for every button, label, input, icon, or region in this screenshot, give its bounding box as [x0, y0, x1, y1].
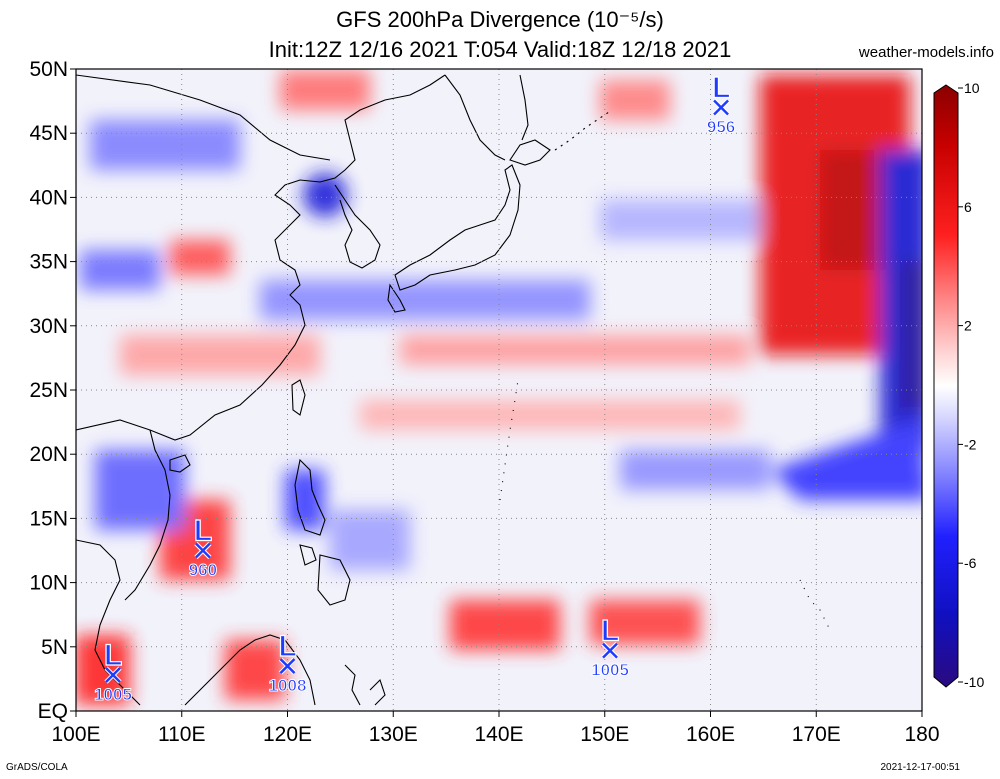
longitude-axis: 100E 110E 120E 130E 140E 150E 160E 170E 180	[51, 711, 940, 746]
storm-marker: L 956	[706, 71, 735, 137]
footer-left: GrADS/COLA	[6, 762, 68, 773]
latitude-axis: 50N 45N 40N 35N 30N 25N 20N 15N 10N 5N EQ	[29, 58, 76, 723]
storm-marker: L 1005	[591, 614, 630, 680]
colorbar-tick-label: 6	[964, 199, 972, 215]
colorbar-tick-label: -10	[964, 674, 984, 690]
storm-marker: L 1008	[268, 629, 307, 695]
chart-title-line1: GFS 200hPa Divergence (10⁻⁵/s)	[336, 7, 664, 32]
lon-tick-label: 170E	[792, 723, 841, 746]
lat-lon-grid	[76, 69, 922, 711]
lat-tick-label: 10N	[29, 572, 68, 595]
coastlines	[76, 74, 831, 706]
storm-pressure-label: 956	[707, 118, 735, 137]
colorbar-labels: 10 6 2 -2 -6 -10	[958, 80, 984, 690]
chart-title-line2: Init:12Z 12/16 2021 T:054 Valid:18Z 12/1…	[268, 37, 732, 62]
storm-low-letter: L	[194, 515, 212, 548]
credit-text: weather-models.info	[858, 44, 994, 61]
storm-center-icon	[105, 667, 121, 683]
colorbar-bar	[933, 84, 959, 688]
storm-markers: L 956 L 960 L 1008 L 1005 L 1005	[94, 71, 736, 705]
lat-tick-label: EQ	[38, 700, 68, 723]
lon-tick-label: 140E	[474, 723, 523, 746]
colorbar-tick-label: -2	[964, 436, 977, 452]
storm-low-letter: L	[601, 615, 619, 648]
lat-tick-label: 35N	[29, 251, 68, 274]
lat-tick-label: 20N	[29, 443, 68, 466]
lon-tick-label: 150E	[580, 723, 629, 746]
storm-marker: L 1005	[94, 638, 133, 704]
lon-tick-label: 130E	[369, 723, 418, 746]
storm-pressure-label: 1008	[269, 676, 307, 695]
lat-tick-label: 30N	[29, 315, 68, 338]
storm-center-icon	[602, 642, 618, 659]
footer-right: 2021-12-17-00:51	[880, 762, 960, 773]
lat-tick-label: 50N	[29, 58, 68, 81]
storm-center-icon	[713, 99, 729, 116]
lon-tick-label: 110E	[158, 723, 206, 746]
colorbar: 10 6 2 -2 -6 -10	[933, 80, 984, 690]
storm-center-icon	[195, 542, 211, 559]
storm-center-icon	[279, 658, 296, 674]
colorbar-tick-label: -6	[964, 555, 977, 571]
lon-tick-label: 180	[904, 723, 939, 746]
lon-tick-label: 120E	[263, 723, 312, 746]
storm-pressure-label: 960	[189, 561, 217, 580]
colorbar-tick-label: 10	[964, 80, 980, 96]
lon-tick-label: 160E	[686, 723, 735, 746]
lat-tick-label: 5N	[41, 636, 68, 659]
colorbar-tick-label: 2	[964, 318, 972, 334]
lon-tick-label: 100E	[51, 723, 100, 746]
lat-tick-label: 45N	[29, 122, 68, 145]
lat-tick-label: 40N	[29, 186, 68, 209]
storm-pressure-label: 1005	[591, 661, 629, 680]
storm-low-letter: L	[279, 630, 297, 663]
storm-low-letter: L	[712, 72, 730, 105]
lat-tick-label: 15N	[29, 507, 68, 530]
storm-low-letter: L	[104, 639, 122, 672]
storm-pressure-label: 1005	[94, 685, 132, 704]
storm-marker: L 960	[188, 514, 217, 580]
lat-tick-label: 25N	[29, 379, 68, 402]
